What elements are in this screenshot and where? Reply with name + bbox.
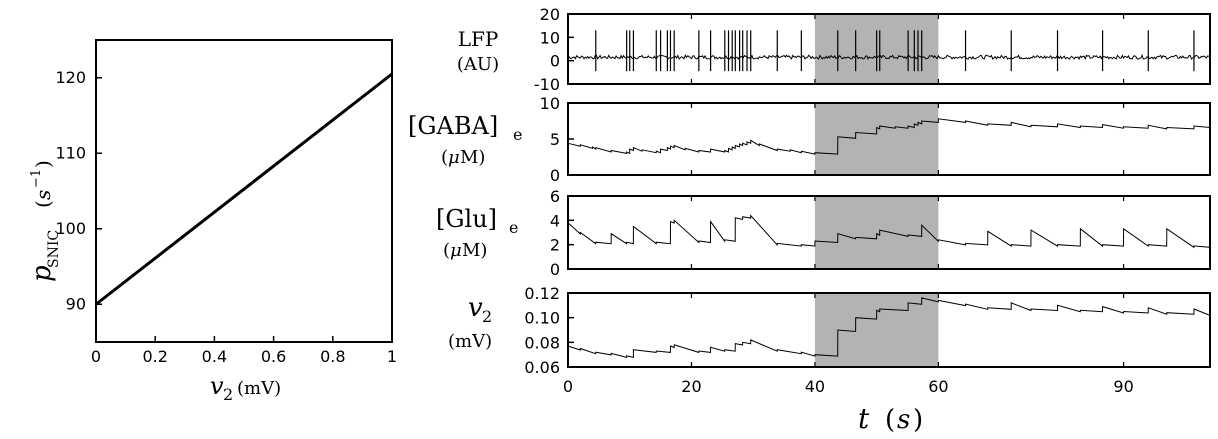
svg-text:SNIC: SNIC (46, 230, 62, 268)
gaba-y-tick-label: 10 (540, 94, 560, 113)
v2-y-tick-label: 0.08 (524, 333, 560, 352)
v2-frame (567, 292, 1211, 368)
svg-text:v: v (468, 293, 483, 323)
gaba-panel: 10 5 0 (540, 94, 1211, 185)
glu-trace (567, 214, 1211, 249)
v2-y-tick-label: 0.12 (524, 284, 560, 303)
glu-y-tick-label: 2 (550, 236, 560, 255)
glu-frame (567, 195, 1211, 270)
v2-highlight-band (814, 293, 939, 367)
svg-text:LFP: LFP (458, 27, 499, 51)
psnic-y-tick-label: 90 (66, 294, 86, 313)
v2-panel: 0.12 0.10 0.08 0.06 (524, 284, 1211, 377)
lfp-frame (567, 13, 1211, 85)
psnic-y-axis-label: p SNIC ( s −1 ) (27, 160, 62, 282)
gaba-trace (567, 118, 1211, 155)
time-x-tick-label: 60 (928, 377, 948, 396)
psnic-plot-frame (95, 39, 393, 343)
glu-y-tick-label: 6 (550, 187, 560, 206)
svg-text:[Glu]: [Glu] (436, 205, 497, 233)
psnic-chart: 0 0.2 0.4 0.6 0.8 1 90 100 110 120 v 2 (mV) p SN… (27, 39, 397, 404)
psnic-x-axis-label-sub: 2 (223, 385, 233, 404)
glu-panel: 6 4 2 0 (550, 187, 1211, 279)
svg-text:(mV): (mV) (448, 331, 492, 352)
svg-text:): ) (31, 160, 55, 168)
time-x-tick-label: 20 (681, 377, 701, 396)
svg-text:e: e (509, 218, 518, 237)
time-axis-label: t ( s ) (858, 402, 923, 435)
svg-text:s: s (31, 190, 55, 200)
gaba-highlight-band (814, 103, 939, 175)
gaba-y-tick-label: 5 (550, 130, 560, 149)
svg-text:s: s (897, 405, 910, 435)
v2-label: v 2 (mV) (448, 293, 492, 352)
psnic-y-tick-label: 120 (55, 68, 86, 87)
psnic-x-axis-label-unit: (mV) (237, 378, 281, 399)
gaba-label: [GABA] e ( μ M) (408, 112, 522, 168)
v2-y-tick-label: 0.10 (524, 309, 560, 328)
svg-text:M): M) (460, 147, 485, 168)
psnic-x-tick-label: 1 (387, 347, 397, 366)
svg-text:M): M) (462, 240, 487, 261)
glu-y-tick-label: 0 (550, 260, 560, 279)
svg-text:(: ( (441, 147, 448, 168)
svg-text:(AU): (AU) (457, 54, 499, 75)
psnic-x-tick-label: 0.4 (202, 347, 227, 366)
svg-text:(: ( (885, 405, 895, 435)
lfp-y-tick-label: 0 (550, 52, 560, 71)
lfp-y-tick-label: -10 (534, 75, 560, 94)
svg-text:p: p (27, 265, 57, 282)
time-x-tick-label: 0 (563, 377, 573, 396)
time-x-tick-label: 40 (805, 377, 825, 396)
svg-text:[GABA]: [GABA] (408, 112, 498, 140)
psnic-y-tick-label: 110 (55, 143, 86, 162)
glu-label: [Glu] e ( μ M) (436, 205, 518, 261)
psnic-x-tick-label: 0.8 (320, 347, 345, 366)
psnic-x-axis-label-var: v (210, 372, 224, 400)
svg-text:(: ( (443, 240, 450, 261)
lfp-label: LFP (AU) (457, 27, 499, 75)
psnic-y-tick-label: 100 (55, 219, 86, 238)
svg-text:): ) (913, 405, 923, 435)
glu-highlight-band (814, 196, 939, 269)
lfp-y-tick-label: 10 (540, 28, 560, 47)
svg-text:−1: −1 (29, 169, 44, 188)
v2-trace (567, 297, 1211, 359)
svg-text:t: t (858, 402, 870, 435)
svg-text:(: ( (31, 200, 55, 208)
lfp-y-tick-label: 20 (540, 5, 560, 24)
svg-text:e: e (513, 125, 522, 144)
v2-y-tick-label: 0.06 (524, 358, 560, 377)
svg-text:μ: μ (448, 147, 460, 168)
glu-y-tick-label: 4 (550, 211, 560, 230)
svg-text:2: 2 (482, 307, 492, 326)
gaba-y-tick-label: 0 (550, 166, 560, 185)
psnic-x-tick-label: 0.2 (142, 347, 167, 366)
svg-text:μ: μ (450, 240, 462, 261)
lfp-panel: 20 10 0 -10 (534, 5, 1211, 94)
time-x-tick-label: 90 (1113, 377, 1133, 396)
psnic-x-tick-label: 0 (91, 347, 101, 366)
psnic-line (95, 72, 393, 306)
psnic-x-tick-label: 0.6 (261, 347, 286, 366)
